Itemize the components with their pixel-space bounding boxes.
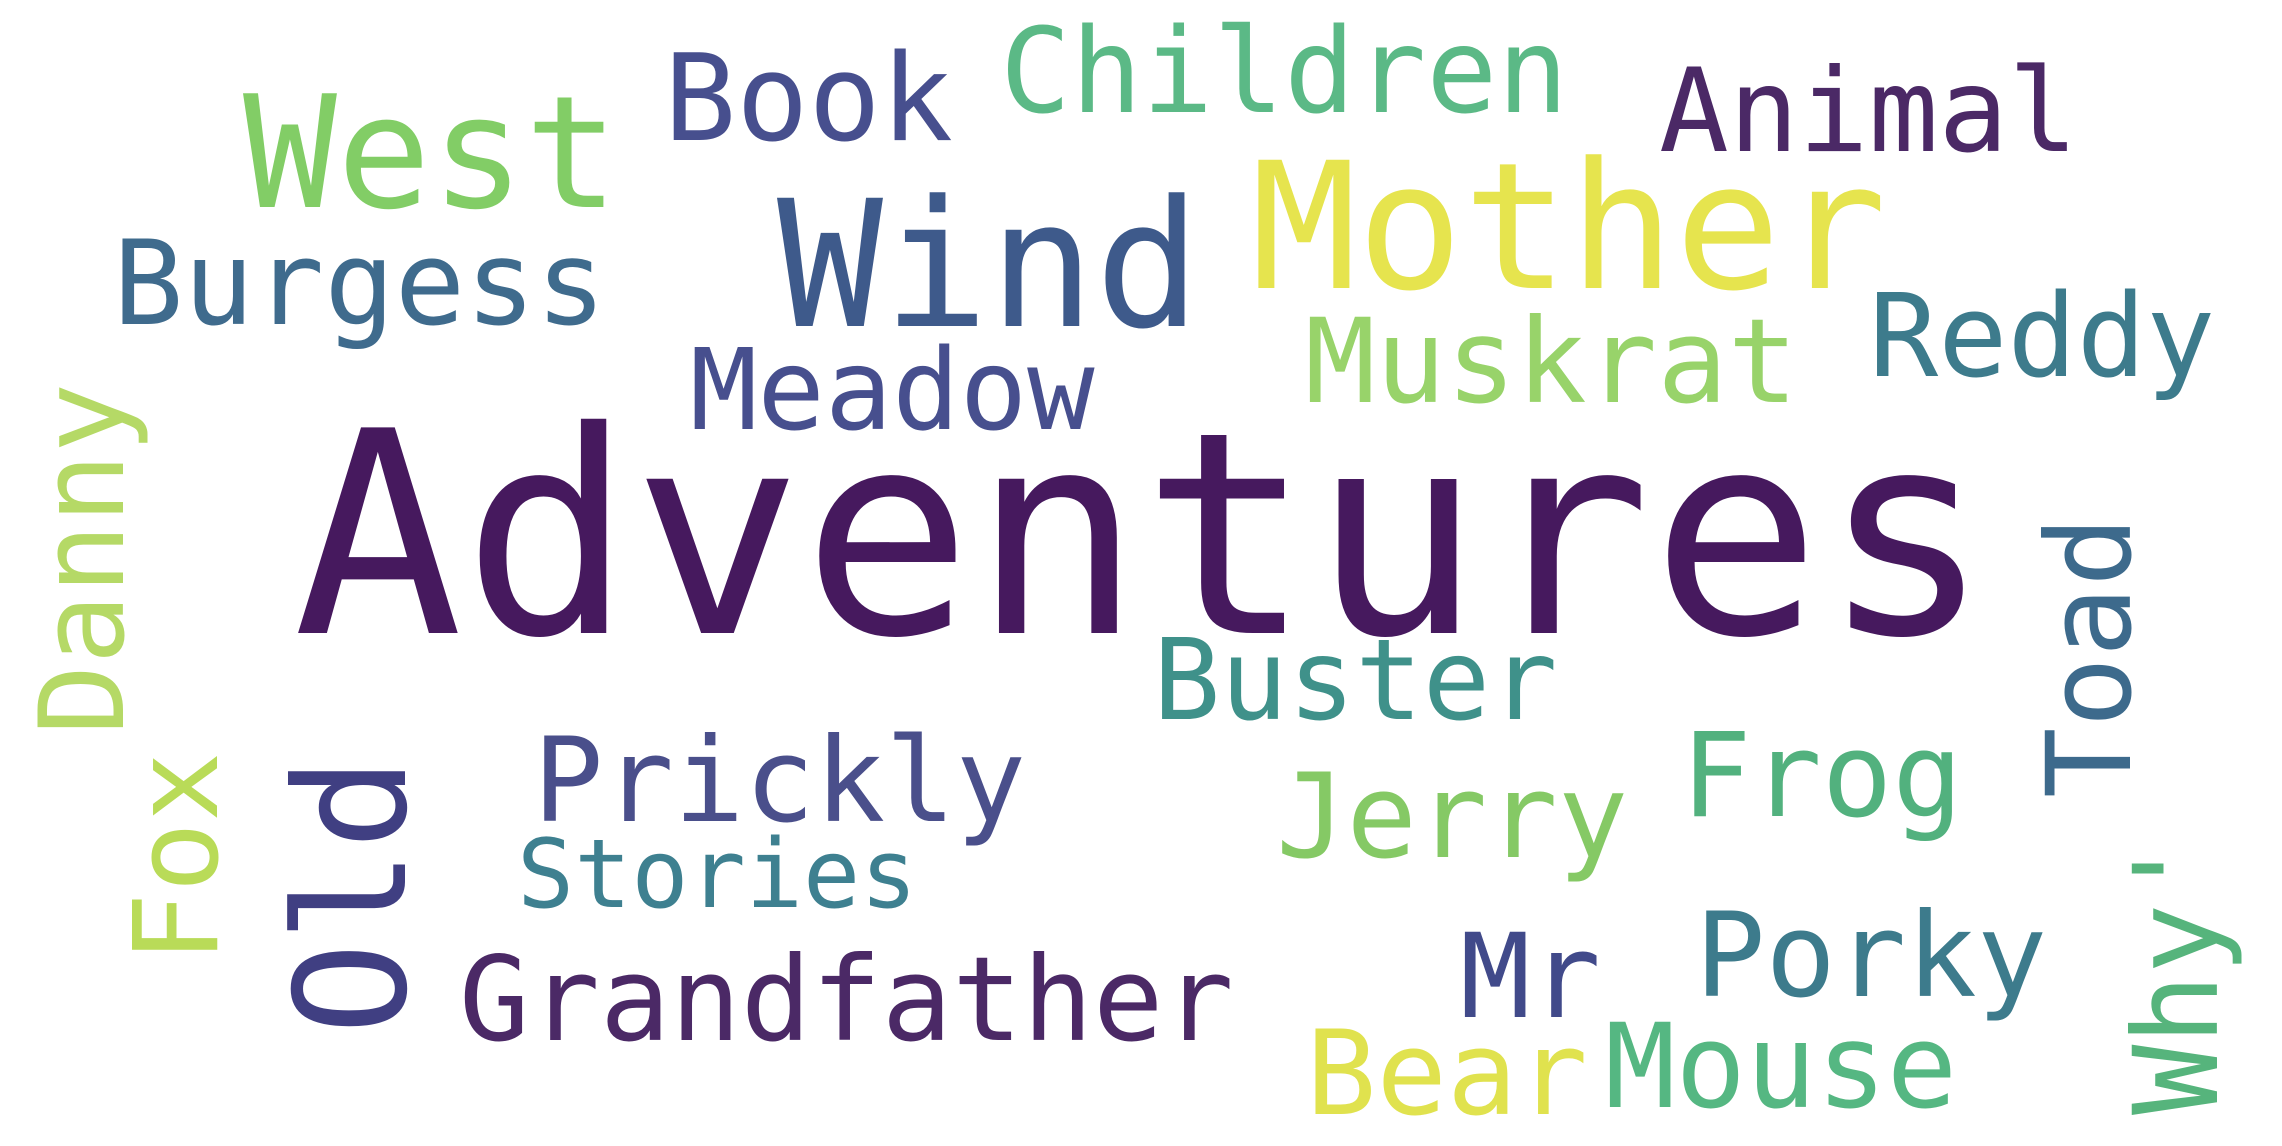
word-mouse: Mouse bbox=[1605, 998, 1958, 1135]
word-grandfather: Grandfather bbox=[459, 931, 1234, 1068]
word-jerry: Jerry bbox=[1276, 748, 1629, 885]
word-mother: Mother bbox=[1251, 125, 1887, 330]
word-reddy: Reddy bbox=[1869, 270, 2216, 404]
word-stories: Stories bbox=[517, 820, 918, 930]
word-book: Book bbox=[664, 30, 953, 169]
word-adventures: Adventures bbox=[293, 371, 1991, 700]
word-animal: Animal bbox=[1659, 44, 2079, 179]
word-muskrat: Muskrat bbox=[1305, 293, 1799, 430]
word-frog: Frog bbox=[1681, 707, 1963, 844]
word-porky: Porky bbox=[1695, 887, 2048, 1024]
word-bear: Bear bbox=[1306, 1005, 1588, 1142]
word-mr: Mr bbox=[1460, 908, 1601, 1045]
word-west: West bbox=[243, 62, 619, 244]
word-prickly: Prickly bbox=[533, 712, 1027, 849]
word-old: Old bbox=[263, 756, 442, 1035]
word-buster: Buster bbox=[1153, 616, 1558, 746]
word-burgess: Burgess bbox=[113, 215, 607, 352]
word-danny: Danny bbox=[14, 382, 151, 735]
word-meadow: Meadow bbox=[690, 326, 1095, 456]
word-wind: Wind bbox=[777, 163, 1201, 368]
word-why: Why' bbox=[2108, 833, 2245, 1115]
word-toad: Toad bbox=[2021, 516, 2158, 798]
word-fox: Fox bbox=[108, 751, 245, 963]
word-children: Children bbox=[1000, 2, 1569, 140]
